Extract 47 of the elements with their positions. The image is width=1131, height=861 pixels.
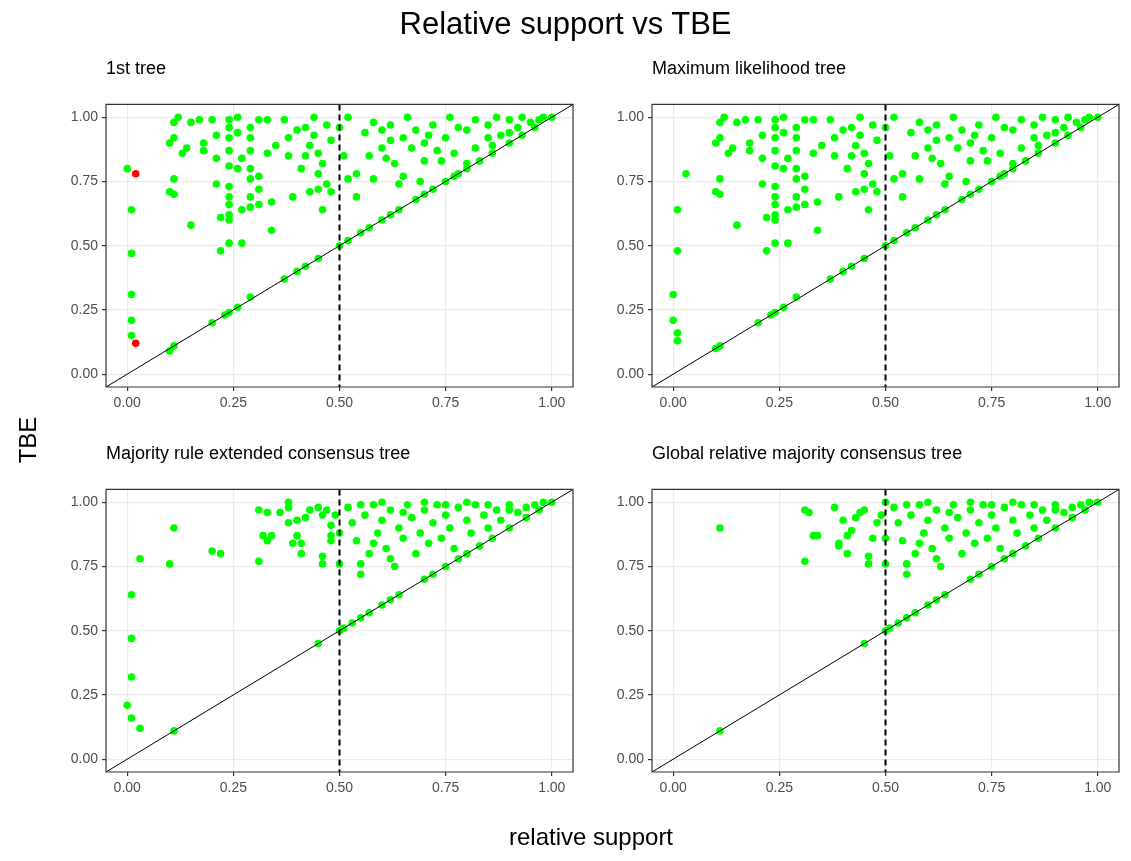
y-tick-label: 0.25 xyxy=(616,685,645,702)
y-tick-label: 1.00 xyxy=(70,108,99,125)
y-tick-label: 1.00 xyxy=(616,493,645,510)
chart-title: Majority rule extended consensus tree xyxy=(106,443,411,464)
y-tick-label: 0.25 xyxy=(70,685,99,702)
x-tick-label: 0.50 xyxy=(871,779,900,796)
y-tick-label: 0.75 xyxy=(616,557,645,574)
x-tick-label: 0.75 xyxy=(432,779,460,796)
chart-title: 1st tree xyxy=(106,58,167,79)
y-tick-label: 1.00 xyxy=(70,493,99,510)
x-tick-label: 0.25 xyxy=(219,779,248,796)
text: Relative support vs TBE xyxy=(398,6,733,42)
x-tick-label: 0.75 xyxy=(978,394,1006,411)
y-tick-label: 0.75 xyxy=(616,172,645,189)
y-tick-label: 0.50 xyxy=(616,621,645,638)
x-tick-label: 1.00 xyxy=(1084,779,1112,796)
x-tick-label: 0.00 xyxy=(113,394,142,411)
chart-title: Global relative majority consensus tree xyxy=(652,443,963,464)
x-tick-label: 1.00 xyxy=(538,779,566,796)
y-tick-label: 0.25 xyxy=(70,300,99,317)
y-tick-label: 0.00 xyxy=(616,365,645,382)
x-tick-label: 0.25 xyxy=(765,779,794,796)
x-tick-label: 0.25 xyxy=(765,394,794,411)
y-tick-label: 0.50 xyxy=(70,236,99,253)
y-tick-label: 0.00 xyxy=(616,750,645,767)
y-tick-label: 0.50 xyxy=(70,621,99,638)
x-tick-label: 0.25 xyxy=(219,394,248,411)
x-axis-title: relative support xyxy=(507,823,675,851)
y-tick-label: 0.75 xyxy=(70,172,99,189)
x-tick-label: 0.50 xyxy=(325,779,354,796)
y-tick-label: 0.00 xyxy=(70,750,99,767)
x-tick-label: 0.75 xyxy=(978,779,1006,796)
x-tick-label: 0.00 xyxy=(659,779,688,796)
x-tick-label: 1.00 xyxy=(1084,394,1112,411)
y-tick-label: 1.00 xyxy=(616,108,645,125)
y-tick-label: 0.25 xyxy=(616,300,645,317)
chart-title: Maximum likelihood tree xyxy=(652,58,847,79)
x-tick-label: 0.00 xyxy=(659,394,688,411)
x-tick-label: 0.50 xyxy=(871,394,900,411)
x-tick-label: 1.00 xyxy=(538,394,566,411)
x-tick-label: 0.75 xyxy=(432,394,460,411)
y-tick-label: 0.75 xyxy=(70,557,99,574)
x-tick-label: 0.50 xyxy=(325,394,354,411)
y-tick-label: 0.50 xyxy=(616,236,645,253)
y-tick-label: 0.00 xyxy=(70,365,99,382)
x-tick-label: 0.00 xyxy=(113,779,142,796)
y-axis-title: TBE xyxy=(14,416,42,464)
